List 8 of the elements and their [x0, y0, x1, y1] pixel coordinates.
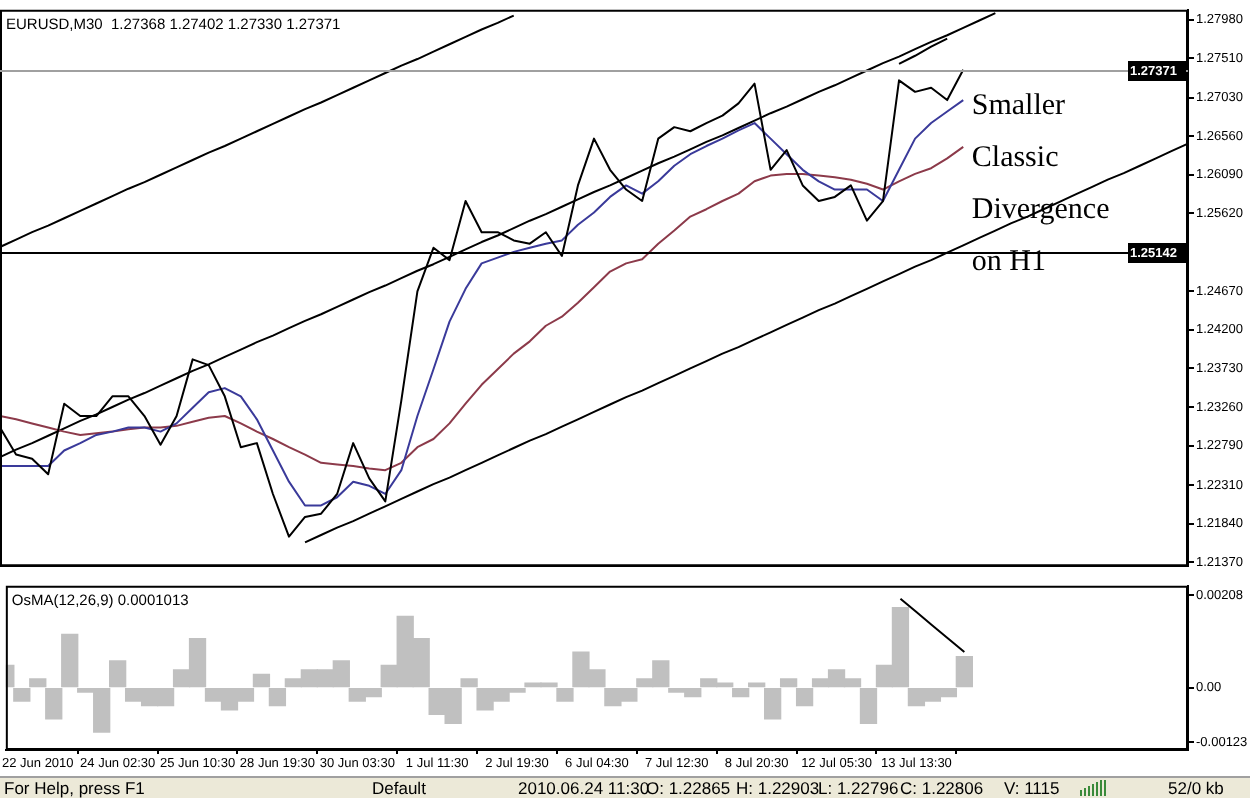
text: 2010.06.24 11:30 [518, 778, 650, 798]
text: 52/0 kb [1168, 778, 1224, 798]
text: V: 1115 [1004, 778, 1060, 798]
text: H: 1.22903 [736, 778, 820, 798]
text: For Help, press F1 [4, 778, 145, 798]
text: Default [372, 778, 426, 798]
text: L: 1.22796 [818, 778, 899, 798]
text: C: 1.22806 [900, 778, 984, 798]
